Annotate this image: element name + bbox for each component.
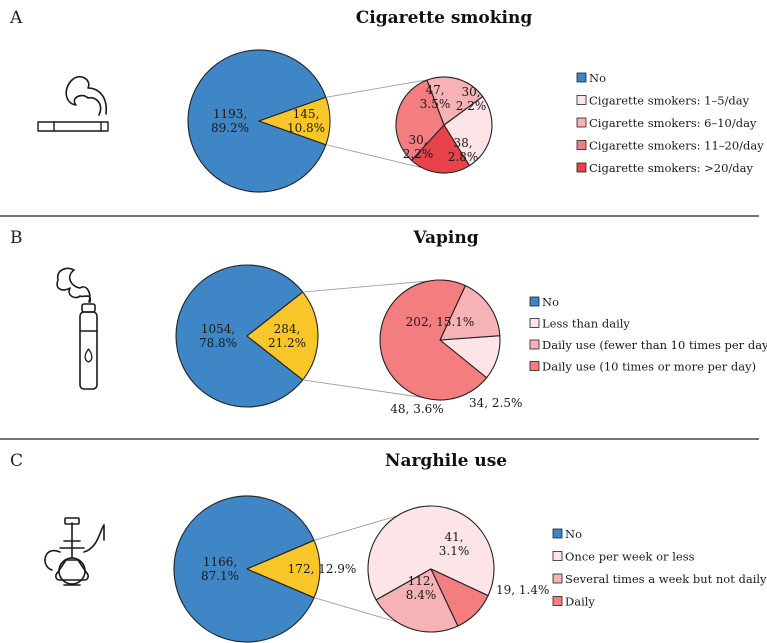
legend-label: Cigarette smokers: 11–20/day bbox=[589, 139, 764, 153]
detail-slice-label: 19, 1.4% bbox=[496, 583, 549, 597]
legend-label: Cigarette smokers: 6–10/day bbox=[589, 116, 757, 130]
legend-swatch bbox=[552, 596, 563, 606]
connector-line bbox=[325, 76, 445, 98]
legend-swatch bbox=[529, 339, 540, 350]
detail-slice-label: 47, 3.5% bbox=[420, 83, 451, 111]
legend-swatch bbox=[552, 573, 563, 584]
legend-swatch bbox=[576, 72, 587, 83]
pie-slice-no bbox=[175, 264, 304, 408]
detail-slice bbox=[430, 568, 489, 627]
detail-slice bbox=[375, 568, 459, 633]
detail-slice-label: 38, 2.8% bbox=[448, 136, 479, 164]
detail-slice-label: 41, 3.1% bbox=[439, 530, 470, 558]
pie-slice-no bbox=[187, 49, 327, 193]
panel-letter: B bbox=[10, 228, 23, 248]
legend-label: Daily use (fewer than 10 times per day) bbox=[542, 338, 767, 352]
detail-slice bbox=[439, 285, 501, 341]
panel-title: Cigarette smoking bbox=[356, 8, 533, 28]
detail-slice-label: 30, 2.2% bbox=[456, 85, 487, 113]
detail-slice-label: 48, 3.6% bbox=[390, 402, 443, 416]
connector-line bbox=[302, 279, 441, 293]
detail-slice bbox=[395, 79, 445, 161]
panel-letter: A bbox=[9, 8, 23, 28]
legend-label: No bbox=[589, 71, 606, 85]
slice-label: 284, 21.2% bbox=[268, 322, 306, 350]
detail-slice-label: 202, 15.1% bbox=[406, 315, 475, 329]
detail-slice bbox=[443, 96, 493, 167]
legend-label: Cigarette smokers: 1–5/day bbox=[589, 94, 750, 108]
pie-slice-users bbox=[246, 539, 321, 599]
detail-slice bbox=[426, 76, 484, 126]
detail-slice bbox=[367, 505, 495, 601]
detail-slice-label: 34, 2.5% bbox=[469, 396, 522, 410]
legend-label: Once per week or less bbox=[565, 550, 695, 564]
panel-a: A Cigarette smoking 1193, 89.2% 145, 10.8% 38,… bbox=[9, 8, 764, 193]
panel-c: C Narghile use 1166, 87.1% 172, 12.9% 112, 8.4… bbox=[10, 451, 767, 643]
legend-swatch bbox=[576, 117, 587, 128]
panel-letter: C bbox=[10, 451, 23, 471]
legend-label: No bbox=[565, 527, 582, 541]
panel-title: Narghile use bbox=[385, 451, 507, 471]
slice-label: 145, 10.8% bbox=[287, 107, 325, 135]
slice-label: 1054, 78.8% bbox=[199, 322, 237, 350]
legend: No Once per week or less Several times a w… bbox=[552, 527, 767, 609]
pie-slice-no bbox=[173, 495, 315, 643]
legend-label: Daily use (10 times or more per day) bbox=[542, 360, 756, 374]
narghile-icon bbox=[44, 517, 105, 586]
vape-icon bbox=[56, 267, 98, 390]
detail-slice-label: 30, 2.2% bbox=[403, 133, 434, 161]
legend-label: Several times a week but not daily bbox=[565, 572, 767, 586]
legend-label: Less than daily bbox=[542, 317, 630, 331]
legend-label: Cigarette smokers: >20/day bbox=[589, 161, 753, 175]
slice-label: 1193, 89.2% bbox=[211, 107, 249, 135]
legend-swatch bbox=[552, 528, 563, 539]
cigarette-icon bbox=[37, 75, 109, 132]
panel-b: B Vaping 1054, 78.8% 284, 21.2% 34, 2.5% 48, 3.… bbox=[10, 228, 767, 416]
slice-label: 1166, 87.1% bbox=[201, 555, 239, 583]
legend-swatch bbox=[529, 361, 540, 371]
legend-swatch bbox=[529, 318, 540, 328]
detail-slice-label: 112, 8.4% bbox=[406, 574, 437, 602]
legend-swatch bbox=[552, 551, 563, 561]
detail-slice bbox=[411, 124, 470, 174]
legend-label: Daily bbox=[565, 595, 595, 609]
detail-slice bbox=[379, 279, 488, 401]
legend-swatch bbox=[576, 140, 587, 150]
legend-swatch bbox=[576, 95, 587, 105]
legend-swatch bbox=[576, 162, 587, 173]
slice-label: 172, 12.9% bbox=[288, 562, 357, 576]
legend-swatch bbox=[529, 296, 540, 307]
legend-label: No bbox=[542, 295, 559, 309]
legend: No Less than daily Daily use (fewer than 1… bbox=[529, 295, 767, 374]
pie-slice-users bbox=[246, 291, 319, 381]
panel-title: Vaping bbox=[412, 228, 478, 248]
legend: No Cigarette smokers: 1–5/day Cigarette sm… bbox=[576, 71, 764, 175]
connector-line bbox=[302, 379, 441, 401]
